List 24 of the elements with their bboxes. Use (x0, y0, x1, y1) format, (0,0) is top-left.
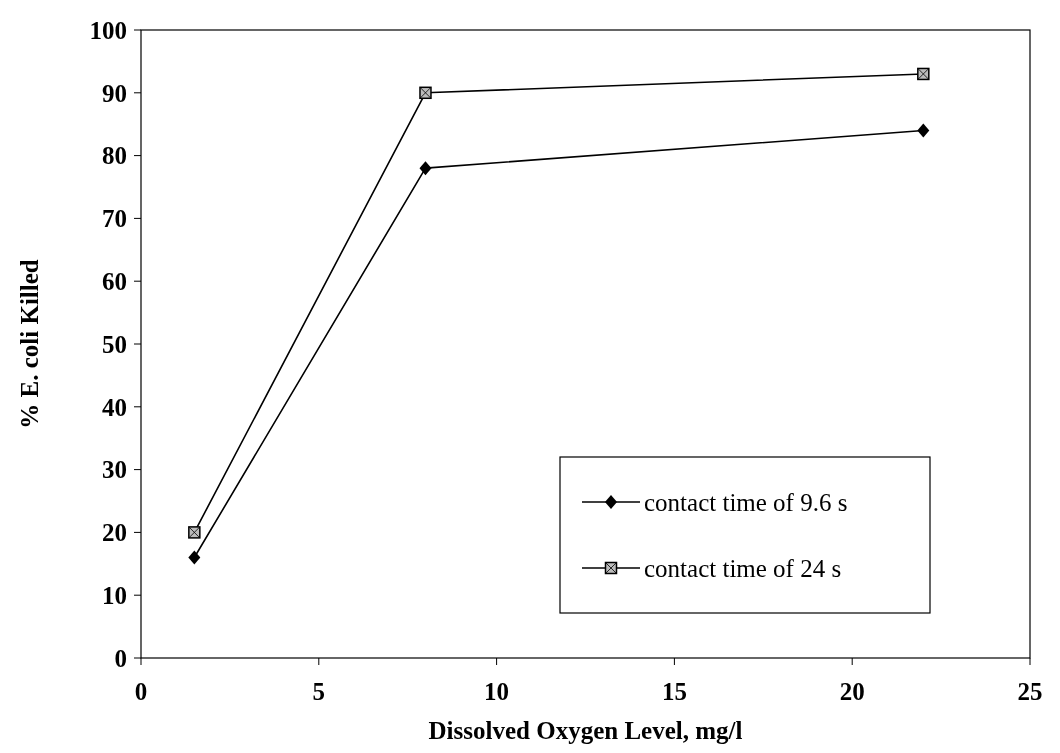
legend-label: contact time of 24 s (644, 554, 842, 582)
y-tick-label: 0 (114, 644, 127, 672)
legend-label: contact time of 9.6 s (644, 488, 848, 516)
x-tick-label: 15 (661, 678, 687, 705)
y-tick-label: 50 (102, 330, 127, 358)
x-tick-label: 25 (1017, 678, 1043, 705)
y-tick-label: 20 (102, 519, 127, 547)
point (419, 161, 432, 176)
y-tick-label: 70 (102, 205, 127, 233)
point (917, 123, 930, 138)
y-axis-title: % E. coli Killed (16, 259, 43, 429)
y-tick-label: 60 (102, 267, 127, 295)
point (188, 550, 201, 565)
y-tick-label: 30 (102, 456, 127, 484)
y-tick-label: 100 (89, 16, 127, 44)
y-tick-label: 40 (102, 393, 127, 421)
x-tick-label: 5 (312, 678, 326, 705)
x-tick-label: 20 (839, 678, 865, 705)
y-tick-label: 80 (102, 142, 127, 170)
y-tick-label: 90 (102, 79, 127, 107)
x-tick-label: 10 (484, 678, 510, 705)
x-axis-title: Dissolved Oxygen Level, mg/l (428, 717, 743, 744)
x-tick-label: 0 (134, 678, 148, 705)
y-tick-label: 10 (102, 581, 127, 609)
